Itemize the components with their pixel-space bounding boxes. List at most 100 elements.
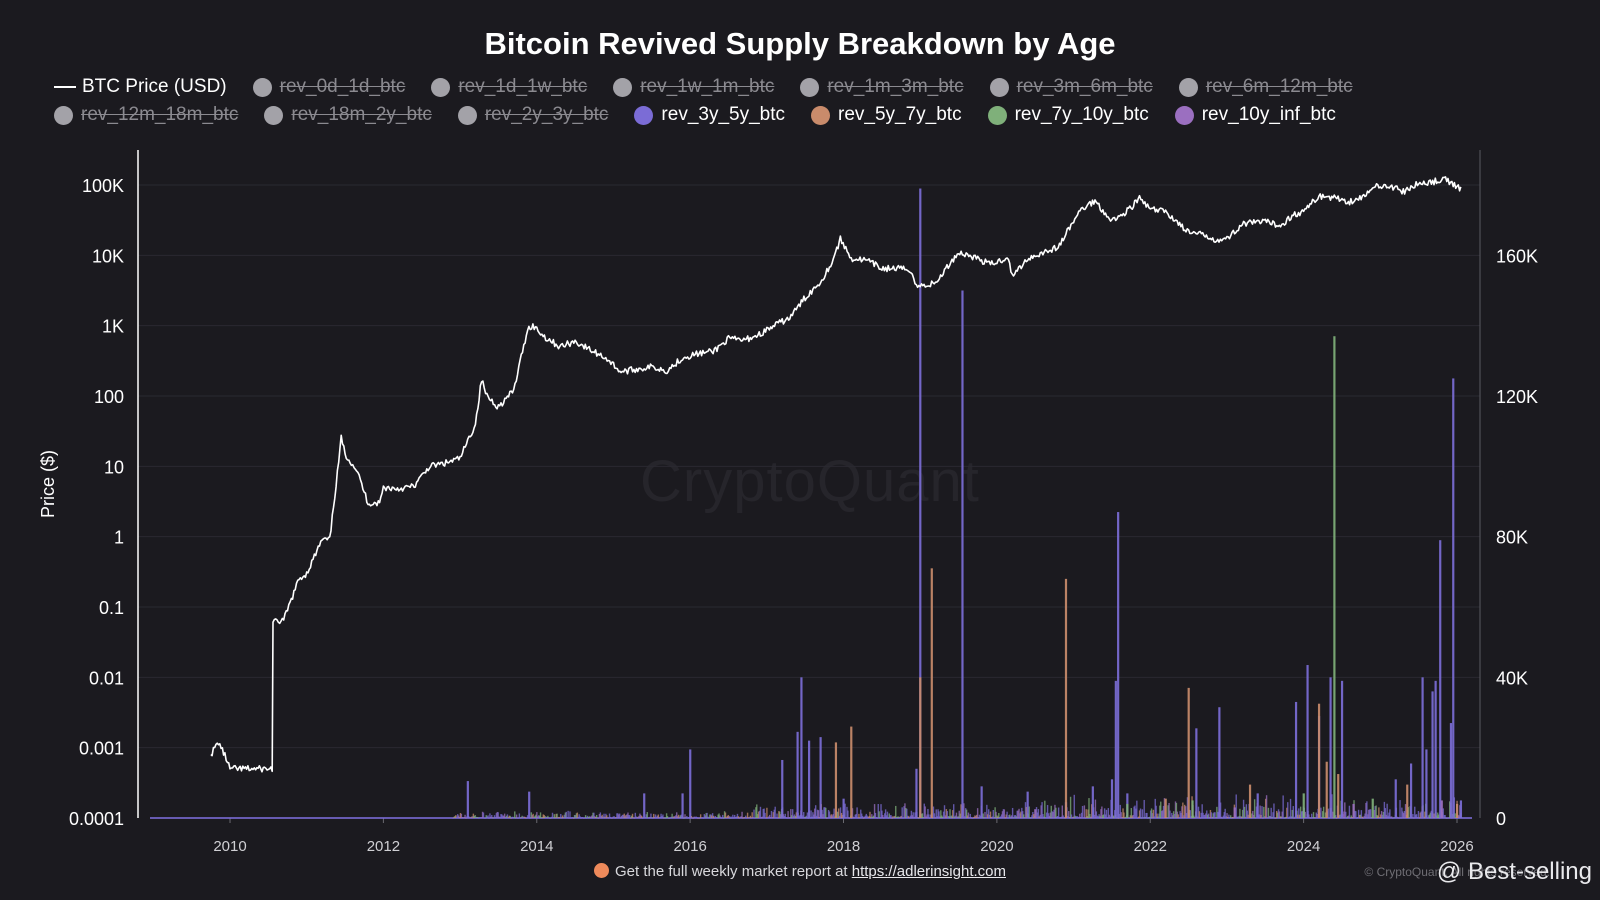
bar-noise bbox=[1080, 817, 1082, 818]
bar-noise bbox=[878, 811, 880, 818]
bar-noise bbox=[1139, 808, 1142, 818]
bar-noise bbox=[1081, 805, 1084, 818]
bar-noise bbox=[1235, 794, 1237, 818]
bar-noise bbox=[1033, 814, 1035, 818]
bar-rev-10y-inf-btc bbox=[1352, 803, 1355, 818]
bar-noise bbox=[1158, 813, 1160, 818]
bar-noise bbox=[998, 812, 1000, 818]
bar-noise bbox=[542, 814, 544, 818]
bar-noise bbox=[1181, 806, 1183, 818]
bar-noise bbox=[1160, 810, 1163, 818]
bar-noise bbox=[622, 814, 625, 818]
bar-noise bbox=[526, 815, 529, 818]
bar-noise bbox=[1391, 816, 1393, 818]
bar-noise bbox=[1358, 814, 1361, 818]
bar-noise bbox=[514, 817, 517, 819]
bar-rev-7y-10y-btc bbox=[1371, 798, 1374, 818]
bar-noise bbox=[833, 808, 835, 818]
bar-noise bbox=[885, 815, 888, 818]
y-left-tick-label: 1 bbox=[114, 528, 124, 548]
bar-noise bbox=[588, 816, 591, 818]
legend-item-rev-5y-7y-btc[interactable]: rev_5y_7y_btc bbox=[811, 104, 962, 126]
bar-noise bbox=[516, 817, 519, 819]
legend-item-btc-price-usd-[interactable]: BTC Price (USD) bbox=[54, 76, 227, 98]
bar-noise bbox=[1283, 817, 1285, 819]
bar-noise bbox=[1412, 814, 1414, 818]
bar-rev-3y-5y-btc bbox=[689, 749, 692, 818]
legend-item-rev-3y-5y-btc[interactable]: rev_3y_5y_btc bbox=[634, 104, 785, 126]
legend-item-rev-3m-6m-btc[interactable]: rev_3m_6m_btc bbox=[989, 76, 1153, 98]
bar-noise bbox=[566, 817, 568, 818]
bar-rev-3y-5y-btc bbox=[1452, 378, 1455, 818]
bar-noise bbox=[504, 816, 507, 818]
bar-rev-5y-7y-btc bbox=[1317, 703, 1321, 818]
bar-noise bbox=[1413, 817, 1415, 819]
bar-noise bbox=[1146, 812, 1148, 818]
bar-noise bbox=[1133, 806, 1135, 818]
bar-noise bbox=[1373, 809, 1375, 818]
legend-item-rev-1w-1m-btc[interactable]: rev_1w_1m_btc bbox=[613, 76, 774, 98]
bar-rev-3y-5y-btc bbox=[1114, 680, 1117, 818]
legend-item-rev-1d-1w-btc[interactable]: rev_1d_1w_btc bbox=[431, 76, 587, 98]
bar-noise bbox=[611, 817, 614, 819]
bar-noise bbox=[714, 816, 717, 818]
bar-noise bbox=[1265, 795, 1268, 818]
bar-noise bbox=[677, 814, 680, 818]
bar-noise bbox=[803, 817, 806, 818]
bar-noise bbox=[1316, 813, 1318, 818]
bar-noise bbox=[583, 817, 585, 819]
bar-noise bbox=[718, 813, 720, 818]
bar-noise bbox=[549, 817, 552, 819]
bar-noise bbox=[630, 817, 632, 819]
bar-noise bbox=[1145, 813, 1147, 818]
bar-noise bbox=[1430, 810, 1433, 818]
bar-noise bbox=[616, 813, 618, 818]
footer-link[interactable]: https://adlerinsight.com bbox=[851, 863, 1006, 880]
bar-noise bbox=[782, 814, 785, 818]
bar-noise bbox=[1138, 810, 1141, 818]
bar-noise bbox=[514, 811, 516, 818]
bar-noise bbox=[1301, 811, 1304, 818]
bar-noise bbox=[766, 807, 768, 818]
legend-item-rev-18m-2y-btc[interactable]: rev_18m_2y_btc bbox=[264, 104, 432, 126]
bar-noise bbox=[452, 817, 454, 819]
bar-noise bbox=[613, 816, 615, 818]
bar-noise bbox=[503, 813, 506, 818]
bar-noise bbox=[969, 813, 971, 818]
legend-item-rev-12m-18m-btc[interactable]: rev_12m_18m_btc bbox=[54, 104, 238, 126]
bar-noise bbox=[618, 813, 621, 818]
bar-noise bbox=[1140, 817, 1143, 819]
bar-noise bbox=[889, 815, 891, 818]
legend-item-rev-1m-3m-btc[interactable]: rev_1m_3m_btc bbox=[800, 76, 964, 98]
bar-noise bbox=[687, 817, 690, 818]
bar-noise bbox=[905, 807, 907, 818]
bar-noise bbox=[1351, 817, 1353, 818]
bar-noise bbox=[974, 815, 976, 818]
bar-noise bbox=[1390, 816, 1392, 818]
legend-item-rev-6m-12m-btc[interactable]: rev_6m_12m_btc bbox=[1178, 76, 1353, 98]
bar-noise bbox=[927, 808, 929, 818]
legend-item-rev-7y-10y-btc[interactable]: rev_7y_10y_btc bbox=[987, 104, 1149, 126]
bar-noise bbox=[910, 810, 913, 818]
bar-noise bbox=[913, 816, 915, 818]
bar-noise bbox=[1345, 811, 1347, 818]
bar-noise bbox=[1426, 817, 1429, 819]
bar-noise bbox=[1036, 812, 1039, 818]
bar-noise bbox=[1084, 817, 1087, 819]
bar-noise bbox=[882, 815, 884, 818]
bar-rev-5y-7y-btc bbox=[850, 726, 853, 818]
bar-noise bbox=[685, 817, 687, 819]
legend-item-rev-10y-inf-btc[interactable]: rev_10y_inf_btc bbox=[1174, 104, 1336, 126]
bar-noise bbox=[1104, 814, 1107, 818]
legend-dot-icon bbox=[613, 77, 633, 97]
legend-item-rev-2y-3y-btc[interactable]: rev_2y_3y_btc bbox=[457, 104, 608, 126]
bar-noise bbox=[991, 816, 994, 818]
bar-noise bbox=[717, 814, 719, 818]
legend-item-rev-0d-1d-btc[interactable]: rev_0d_1d_btc bbox=[252, 76, 405, 98]
legend-dot-icon bbox=[264, 105, 284, 125]
bar-noise bbox=[1060, 816, 1063, 818]
bar-noise bbox=[1020, 811, 1022, 818]
bar-rev-3y-5y-btc bbox=[1110, 779, 1114, 818]
bar-noise bbox=[539, 812, 542, 818]
bar-noise bbox=[555, 813, 557, 818]
